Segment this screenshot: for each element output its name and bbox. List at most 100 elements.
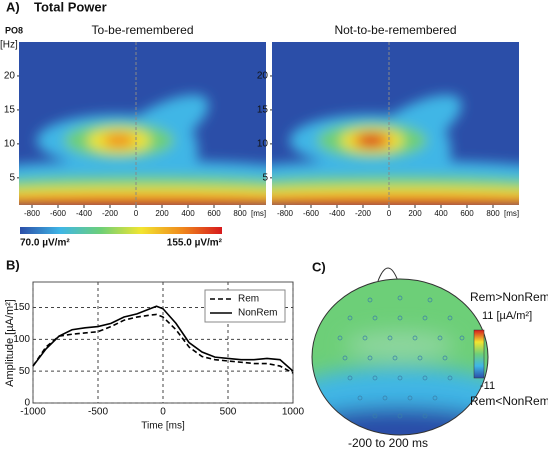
x-tick-label: -500 <box>88 407 108 418</box>
y-tick-label: 20 <box>4 71 16 82</box>
electrode <box>367 297 373 303</box>
x-tick-label: 200 <box>408 209 422 218</box>
electrode <box>447 375 453 381</box>
head-outline <box>311 278 489 436</box>
x-tick-label: 1000 <box>282 407 305 418</box>
electrode <box>392 355 398 361</box>
electrode <box>422 375 428 381</box>
x-tick-label: 800 <box>486 209 500 218</box>
electrode <box>347 375 353 381</box>
electrode <box>422 315 428 321</box>
electrode <box>412 335 418 341</box>
electrode <box>382 395 388 401</box>
electrode <box>447 315 453 321</box>
caption: -200 to 200 ms <box>348 436 428 450</box>
x-tick-label: -400 <box>76 209 93 218</box>
electrode <box>427 297 433 303</box>
electrode <box>432 395 438 401</box>
y-axis-label: Amplitude [µA/m²] <box>4 299 16 387</box>
colorbar-max: 155.0 µV/m² <box>167 238 223 249</box>
electrode <box>337 335 343 341</box>
y-tick-label: 50 <box>19 366 31 377</box>
x-tick-label: 200 <box>155 209 169 218</box>
colorbar-min: -11 <box>480 380 495 392</box>
x-unit: [ms] <box>251 209 266 218</box>
electrode <box>397 295 403 301</box>
lower-label: Rem<NonRem <box>470 394 548 408</box>
colorbar-min: 70.0 µV/m² <box>20 238 70 249</box>
electrode <box>342 355 348 361</box>
channel-label: PO8 <box>5 25 23 35</box>
x-tick-label: -800 <box>24 209 41 218</box>
topo-blob <box>345 331 455 359</box>
electrode <box>397 413 403 419</box>
series-line <box>32 305 294 372</box>
electrode <box>372 413 378 419</box>
x-tick-label: -400 <box>329 209 346 218</box>
y-tick-label: 20 <box>257 71 269 82</box>
power-blob <box>19 201 266 205</box>
electrode <box>437 335 443 341</box>
electrode <box>347 315 353 321</box>
figure-title: Total Power <box>34 0 107 14</box>
heatmap-blobs <box>272 94 519 205</box>
legend-label: Rem <box>238 294 259 305</box>
heatmap-blobs <box>19 94 266 205</box>
x-tick-label: 500 <box>220 407 237 418</box>
panel-label: A) <box>6 0 20 14</box>
panel-label: B) <box>6 257 20 272</box>
heatmap <box>272 42 519 205</box>
x-tick-label: 800 <box>233 209 247 218</box>
power-blob <box>272 201 519 205</box>
colorbar-max: 11 [µA/m²] <box>482 310 532 322</box>
y-tick-label: 150 <box>13 302 30 313</box>
y-tick-label: 100 <box>13 334 30 345</box>
x-tick-label: 0 <box>387 209 392 218</box>
electrode <box>442 355 448 361</box>
chart-title: Not-to-be-remembered <box>334 23 456 37</box>
x-tick-label: -200 <box>102 209 119 218</box>
x-tick-label: 400 <box>181 209 195 218</box>
x-tick-label: -800 <box>277 209 294 218</box>
electrode <box>417 355 423 361</box>
x-tick-label: 0 <box>160 407 166 418</box>
y-tick-label: 15 <box>257 105 269 116</box>
y-unit: [Hz] <box>0 40 18 51</box>
power-blob <box>103 133 136 148</box>
colorbar <box>473 329 485 379</box>
x-tick-label: 400 <box>434 209 448 218</box>
y-tick-label: 0 <box>24 398 30 409</box>
y-tick-label: 10 <box>257 139 269 150</box>
x-tick-label: 0 <box>134 209 139 218</box>
y-tick-label: 10 <box>4 139 16 150</box>
heatmap <box>19 42 266 205</box>
topo-blob <box>312 367 488 423</box>
series-line <box>32 313 294 374</box>
electrode <box>367 355 373 361</box>
electrode <box>459 335 465 341</box>
y-tick-label: 5 <box>262 172 268 183</box>
electrode <box>372 315 378 321</box>
electrode <box>372 375 378 381</box>
panel-label: C) <box>312 259 326 274</box>
nose <box>377 267 399 282</box>
y-tick-label: 15 <box>4 105 16 116</box>
x-tick-label: -600 <box>50 209 67 218</box>
electrode <box>387 335 393 341</box>
electrode <box>357 395 363 401</box>
electrode <box>362 335 368 341</box>
x-tick-label: 600 <box>460 209 474 218</box>
electrode <box>407 395 413 401</box>
electrode <box>397 375 403 381</box>
x-unit: [ms] <box>504 209 519 218</box>
x-tick-label: -600 <box>303 209 320 218</box>
x-tick-label: 600 <box>207 209 221 218</box>
chart-title: To-be-remembered <box>91 23 193 37</box>
y-tick-label: 5 <box>9 172 15 183</box>
x-tick-label: -200 <box>355 209 372 218</box>
legend-box <box>204 289 286 323</box>
power-blob <box>358 134 383 147</box>
legend-label: NonRem <box>238 308 277 319</box>
colorbar <box>20 227 222 234</box>
